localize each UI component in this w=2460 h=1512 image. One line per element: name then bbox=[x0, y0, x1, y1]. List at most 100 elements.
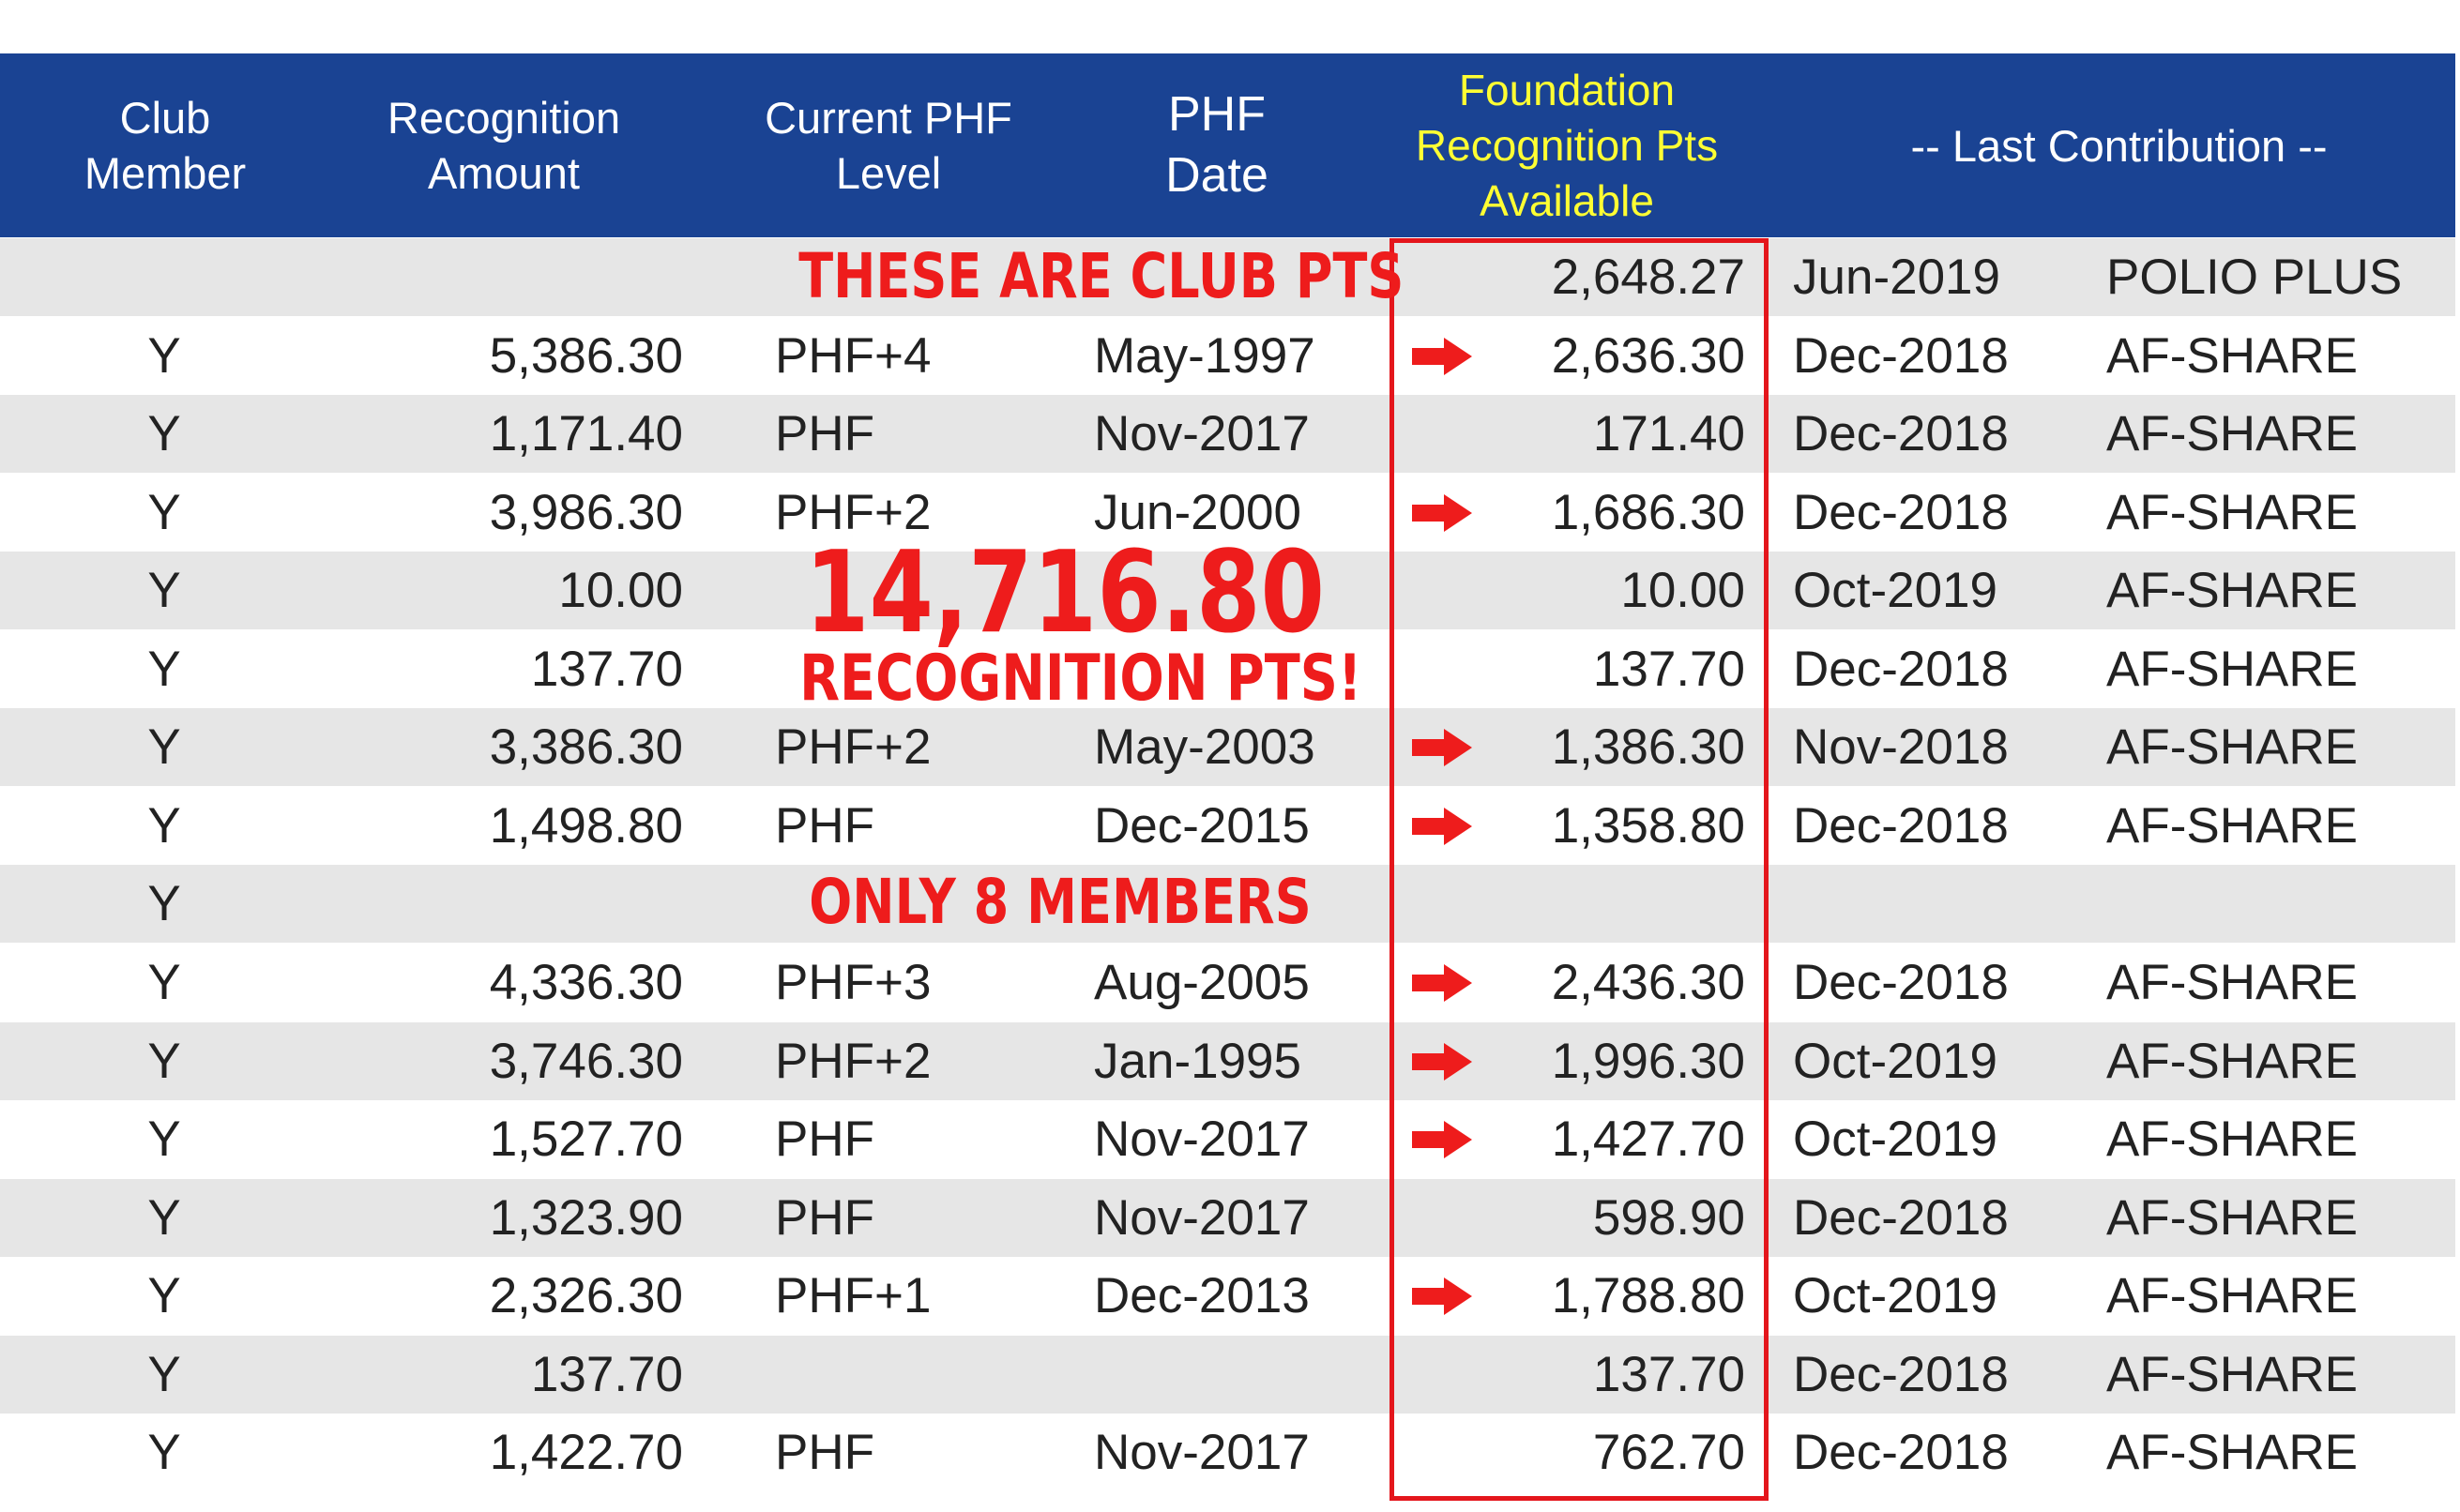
member-cell: Y bbox=[147, 484, 181, 540]
header-foundation-recognition-pts: Foundation Recognition Pts Available bbox=[1415, 65, 1719, 225]
last-contribution-date-cell: Dec-2018 bbox=[1793, 1425, 2009, 1481]
table-row: Y 3,386.30 PHF+2 May-2003 1,386.30 Nov-2018 AF… bbox=[0, 708, 2455, 787]
recognition-amount-cell: 137.70 bbox=[530, 1346, 683, 1402]
phf-level-cell bbox=[775, 1336, 1056, 1414]
phf-date-cell: Jan-1995 bbox=[1094, 1033, 1302, 1089]
last-contribution-date-cell: Dec-2018 bbox=[1793, 1189, 2009, 1246]
last-contribution-type-cell bbox=[2106, 865, 2455, 943]
table-row: Y 1,422.70 PHF Nov-2017 762.70 Dec-2018 AF-SHA… bbox=[0, 1414, 2455, 1491]
phf-level-cell: PHF+2 bbox=[775, 719, 932, 776]
member-cell: Y bbox=[147, 876, 181, 932]
last-contribution-date-cell: Oct-2019 bbox=[1793, 1111, 1998, 1168]
recognition-amount-cell: 1,323.90 bbox=[489, 1189, 683, 1246]
member-cell: Y bbox=[147, 954, 181, 1010]
phf-level-cell: PHF bbox=[775, 797, 874, 854]
table-row: Y 1,323.90 PHF Nov-2017 598.90 Dec-2018 AF-SHA… bbox=[0, 1178, 2455, 1257]
table-row: Y 3,986.30 PHF+2 Jun-2000 1,686.30 Dec-2018 AF… bbox=[0, 474, 2455, 552]
arrow-right-icon bbox=[1412, 337, 1472, 375]
table-row: Y 1,171.40 PHF Nov-2017 171.40 Dec-2018 AF-SHA… bbox=[0, 395, 2455, 474]
phf-date-cell: Nov-2017 bbox=[1094, 1111, 1310, 1168]
recognition-amount-cell bbox=[338, 238, 683, 316]
recognition-amount-cell: 137.70 bbox=[530, 641, 683, 697]
table-row: Y 1,527.70 PHF Nov-2017 1,427.70 Oct-2019 AF-S… bbox=[0, 1100, 2455, 1178]
last-contribution-type-cell: AF-SHARE bbox=[2106, 1346, 2358, 1402]
last-contribution-type-cell: AF-SHARE bbox=[2106, 1111, 2358, 1168]
foundation-pts-cell: 171.40 bbox=[1592, 406, 1745, 462]
last-contribution-type-cell: AF-SHARE bbox=[2106, 1189, 2358, 1246]
member-cell: Y bbox=[147, 641, 181, 697]
phf-level-cell: PHF+2 bbox=[775, 484, 932, 540]
foundation-pts-cell: 598.90 bbox=[1592, 1189, 1745, 1246]
last-contribution-date-cell: Dec-2018 bbox=[1793, 406, 2009, 462]
foundation-pts-cell: 1,386.30 bbox=[1551, 719, 1745, 776]
table-header: Club Member Recognition Amount Current P… bbox=[0, 53, 2455, 237]
last-contribution-type-cell: AF-SHARE bbox=[2106, 1425, 2358, 1481]
recognition-amount-cell: 3,386.30 bbox=[489, 719, 683, 776]
header-club-member: Club Member bbox=[84, 93, 247, 198]
last-contribution-date-cell: Nov-2018 bbox=[1793, 719, 2009, 776]
foundation-pts-highlight-box bbox=[1389, 238, 1769, 1501]
club-pts-annotation: THESE ARE CLUB PTS bbox=[798, 240, 1405, 312]
last-contribution-type-cell: AF-SHARE bbox=[2106, 954, 2358, 1010]
table-row: Y 1,498.80 PHF Dec-2015 1,358.80 Dec-2018 AF-S… bbox=[0, 787, 2455, 865]
phf-level-cell: PHF bbox=[775, 1189, 874, 1246]
arrow-right-icon bbox=[1412, 963, 1472, 1002]
member-cell: Y bbox=[147, 327, 181, 384]
member-cell: Y bbox=[147, 1268, 181, 1324]
member-cell: Y bbox=[147, 719, 181, 776]
member-cell: Y bbox=[147, 1346, 181, 1402]
last-contribution-date-cell: Oct-2019 bbox=[1793, 1268, 1998, 1324]
foundation-pts-cell: 1,788.80 bbox=[1551, 1268, 1745, 1324]
header-current-phf-level: Current PHF Level bbox=[765, 93, 1012, 198]
last-contribution-type-cell: AF-SHARE bbox=[2106, 563, 2358, 619]
phf-level-cell: PHF+1 bbox=[775, 1268, 932, 1324]
phf-date-cell bbox=[1094, 1336, 1375, 1414]
recognition-amount-cell: 1,498.80 bbox=[489, 797, 683, 854]
member-cell: Y bbox=[147, 797, 181, 854]
member-cell bbox=[56, 238, 272, 316]
members-note: ONLY 8 MEMBERS bbox=[809, 866, 1312, 938]
member-cell: Y bbox=[147, 1111, 181, 1168]
recognition-amount-cell: 1,422.70 bbox=[489, 1425, 683, 1481]
phf-date-cell: Nov-2017 bbox=[1094, 406, 1310, 462]
foundation-pts-cell: 762.70 bbox=[1592, 1425, 1745, 1481]
recognition-amount-cell: 1,171.40 bbox=[489, 406, 683, 462]
table-row: Y 4,336.30 PHF+3 Aug-2005 2,436.30 Dec-2018 AF… bbox=[0, 944, 2455, 1021]
recognition-amount-cell: 1,527.70 bbox=[489, 1111, 683, 1168]
phf-date-cell: Jun-2000 bbox=[1094, 484, 1302, 540]
recognition-amount-cell: 2,326.30 bbox=[489, 1268, 683, 1324]
recognition-amount-cell: 10.00 bbox=[558, 563, 683, 619]
table-row: Y 5,386.30 PHF+4 May-1997 2,636.30 Dec-2018 AF… bbox=[0, 317, 2455, 395]
arrow-right-icon bbox=[1412, 1121, 1472, 1159]
phf-level-cell: PHF bbox=[775, 1425, 874, 1481]
header-recognition-amount: Recognition Amount bbox=[387, 93, 621, 198]
last-contribution-date-cell: Dec-2018 bbox=[1793, 484, 2009, 540]
phf-date-cell: May-2003 bbox=[1094, 719, 1315, 776]
table-row: Y 2,326.30 PHF+1 Dec-2013 1,788.80 Oct-2019 AF… bbox=[0, 1257, 2455, 1335]
foundation-pts-cell: 137.70 bbox=[1592, 641, 1745, 697]
recognition-pts-label: RECOGNITION PTS! bbox=[799, 642, 1362, 716]
table-row: Y 3,746.30 PHF+2 Jan-1995 1,996.30 Oct-2019 AF… bbox=[0, 1021, 2455, 1100]
member-cell: Y bbox=[147, 563, 181, 619]
phf-date-cell: Aug-2005 bbox=[1094, 954, 1310, 1010]
last-contribution-date-cell: Dec-2018 bbox=[1793, 954, 2009, 1010]
arrow-right-icon bbox=[1412, 1278, 1472, 1316]
phf-date-cell: May-1997 bbox=[1094, 327, 1315, 384]
recognition-amount-cell: 5,386.30 bbox=[489, 327, 683, 384]
last-contribution-type-cell: AF-SHARE bbox=[2106, 1268, 2358, 1324]
recognition-amount-cell: 4,336.30 bbox=[489, 954, 683, 1010]
recognition-amount-cell bbox=[338, 865, 683, 943]
foundation-pts-cell: 1,358.80 bbox=[1551, 797, 1745, 854]
phf-date-cell: Dec-2015 bbox=[1094, 797, 1310, 854]
arrow-right-icon bbox=[1412, 807, 1472, 845]
table-row: Y 137.70 137.70 Dec-2018 AF-SHARE bbox=[0, 1335, 2455, 1414]
last-contribution-date-cell bbox=[1793, 865, 2074, 943]
last-contribution-type-cell: AF-SHARE bbox=[2106, 484, 2358, 540]
phf-date-cell: Nov-2017 bbox=[1094, 1425, 1310, 1481]
foundation-pts-cell: 2,436.30 bbox=[1551, 954, 1745, 1010]
table-row: Y 137.70 137.70 Dec-2018 AF-SHARE bbox=[0, 630, 2455, 708]
last-contribution-type-cell: AF-SHARE bbox=[2106, 719, 2358, 776]
foundation-pts-cell: 10.00 bbox=[1620, 563, 1745, 619]
last-contribution-type-cell: AF-SHARE bbox=[2106, 641, 2358, 697]
